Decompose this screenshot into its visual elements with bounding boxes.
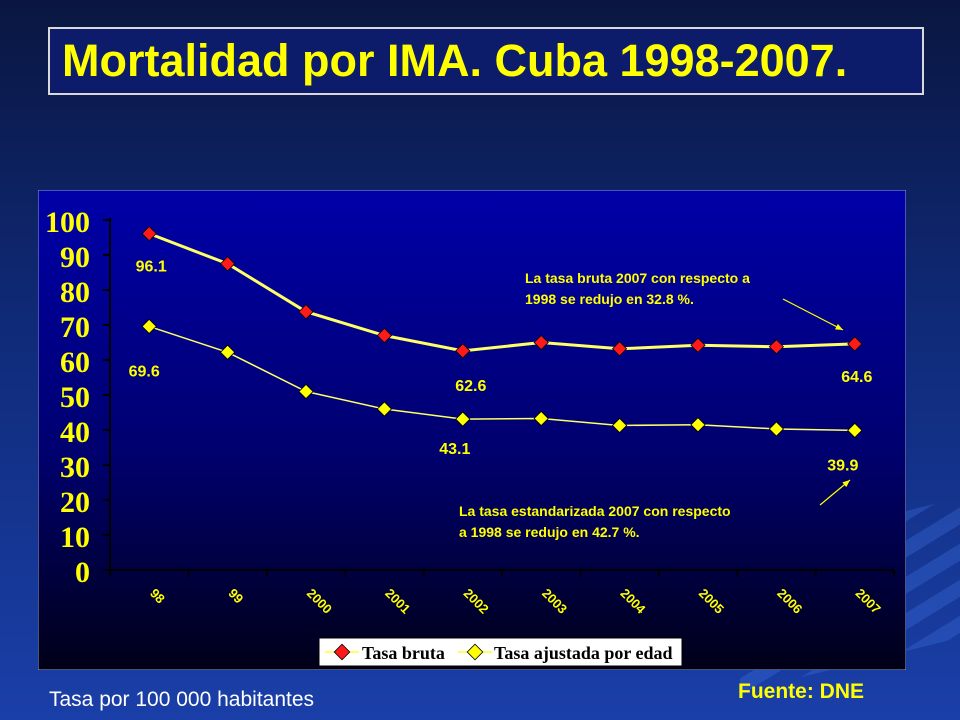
point-marker [376,327,393,344]
y-tick-label: 50 [60,381,90,414]
annotations: La tasa bruta 2007 con respecto a 1998 se… [459,270,851,540]
point-marker [219,344,236,360]
y-tick-label: 90 [60,241,90,274]
annotation-text: a 1998 se redujo en 42.7 %. [459,524,640,540]
series-lines [148,232,855,432]
point-marker [455,343,471,359]
y-tick-label: 80 [60,276,90,309]
annotation-arrowhead [842,480,850,488]
y-tick-label: 20 [60,486,90,519]
point-marker [376,401,393,417]
legend-box [318,637,683,667]
annotation-arrow [782,298,844,331]
title-box: Mortalidad por IMA. Cuba 1998-2007. [48,27,924,95]
legend-label-ajustada: Tasa ajustada por edad [494,643,673,663]
point-marker [533,410,549,427]
y-tick-label: 30 [60,451,90,484]
y-tick-label: 0 [75,556,90,589]
point-marker [298,383,314,400]
annotation-text: 1998 se redujo en 32.8 %. [525,291,694,307]
y-tick-label: 100 [45,206,90,239]
point-marker [847,422,863,438]
annotation-arrowhead [835,323,843,330]
point-marker [690,337,706,353]
point-marker [768,421,785,437]
point-marker [611,417,628,434]
point-marker [690,417,706,433]
point-marker [219,256,236,272]
series-markers [141,226,863,438]
point-marker [847,336,863,352]
data-label: 39.9 [827,457,858,474]
chart-background [38,190,906,670]
y-tick-label: 70 [60,311,90,344]
point-marker [768,339,785,355]
point-marker [141,318,157,335]
annotation-text: La tasa estandarizada 2007 con respecto [459,503,731,519]
legend-label-bruta: Tasa bruta [362,643,445,663]
point-marker [455,411,471,427]
point-marker [611,341,628,357]
data-label: 96.1 [136,259,167,276]
point-marker [533,334,549,351]
legend: Tasa bruta Tasa ajustada por edad [318,637,683,667]
y-tick-label: 40 [60,416,90,449]
slide-title: Mortalidad por IMA. Cuba 1998-2007. [62,35,848,86]
annotation-text: La tasa bruta 2007 con respecto a [525,270,750,286]
legend-marker-bruta [333,643,351,661]
y-tick-label: 10 [60,521,90,554]
footer-source: Fuente: DNE [738,680,864,703]
series-line-1 [148,325,855,432]
footer-rate-note: Tasa por 100 000 habitantes [49,688,315,711]
point-marker [141,226,157,242]
data-labels: 96.1 69.6 62.6 43.1 64.6 39.9 [129,259,873,475]
data-label: 43.1 [439,441,470,458]
data-label: 69.6 [129,363,160,380]
point-marker [298,304,314,320]
legend-marker-ajustada [466,643,484,661]
y-tick-label: 60 [60,346,90,379]
data-label: 62.6 [455,378,486,395]
data-label: 64.6 [841,369,872,386]
series-line-0 [148,232,855,353]
